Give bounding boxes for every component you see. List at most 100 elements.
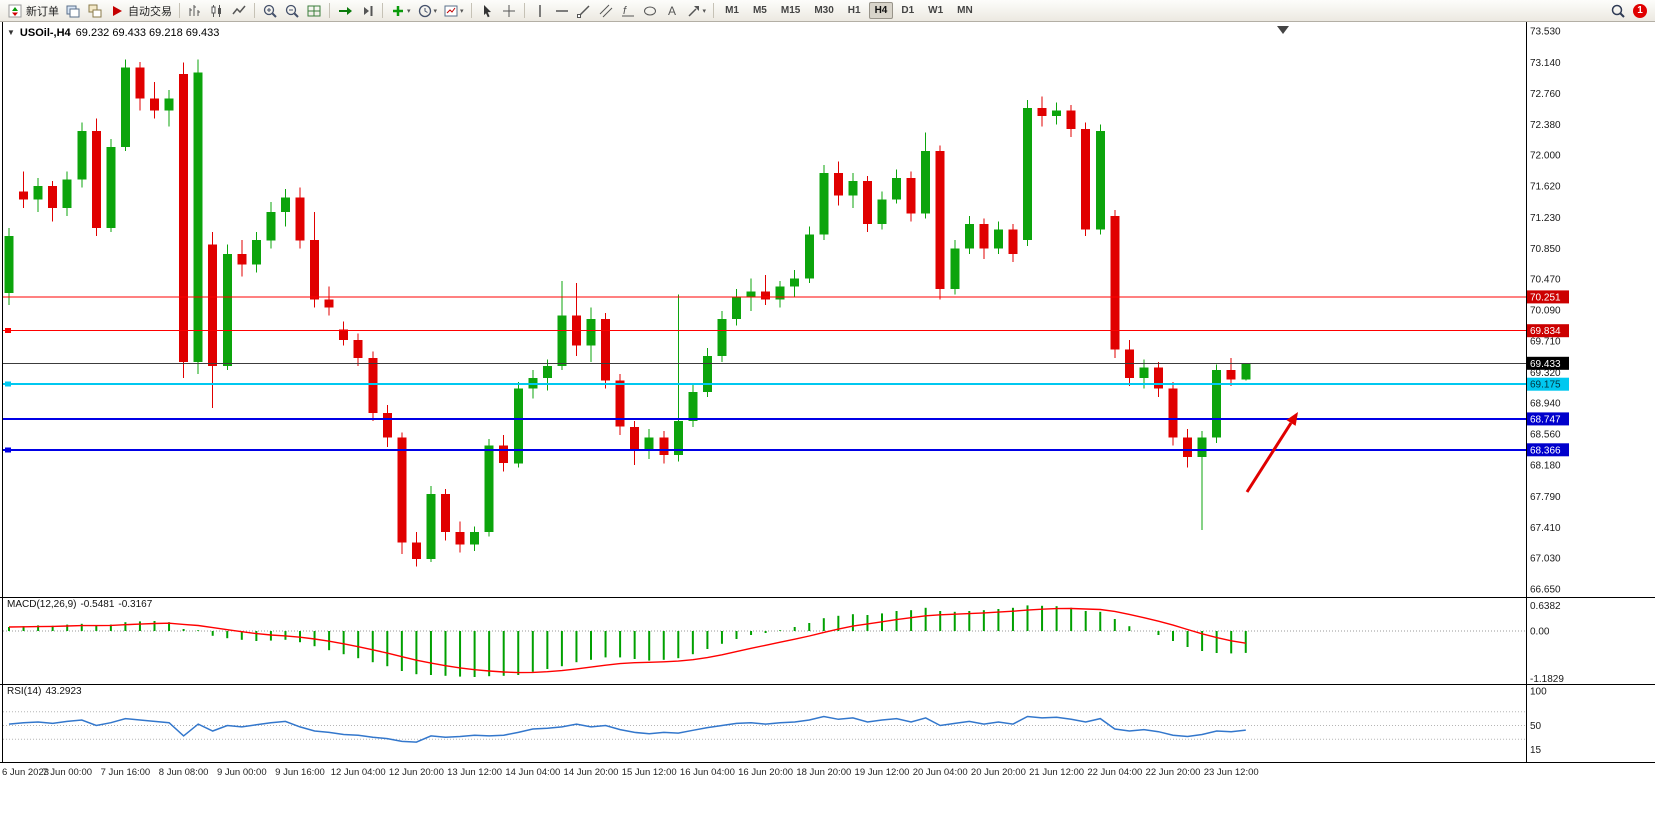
- arrow-annotation[interactable]: [1245, 412, 1298, 493]
- hline-icon: [554, 3, 570, 19]
- timeframe-button-h4[interactable]: H4: [868, 2, 894, 19]
- zoomout-glyph: [285, 4, 299, 18]
- dropdown-caret: ▾: [460, 7, 464, 15]
- line-chart-icon[interactable]: [229, 2, 249, 20]
- timeframe-button-m15[interactable]: M15: [780, 5, 801, 16]
- cascade-icon: [87, 3, 103, 19]
- toolbar-separator: [523, 3, 525, 18]
- svg-text:A: A: [668, 4, 676, 18]
- price-tag-label: 69.433: [1530, 359, 1561, 370]
- zoom-in-icon[interactable]: [260, 2, 280, 20]
- time-axis-label: 13 Jun 12:00: [447, 767, 502, 778]
- charts-window-icon[interactable]: [63, 2, 83, 20]
- text-icon: A: [664, 3, 680, 19]
- search-icon: [1610, 3, 1626, 19]
- price-axis-label: 68.560: [1530, 430, 1561, 441]
- chart-shift-marker[interactable]: [1277, 26, 1289, 34]
- vertical-line-icon[interactable]: [530, 2, 550, 20]
- price-tag-label: 68.747: [1530, 414, 1561, 425]
- bar-chart-icon[interactable]: [185, 2, 205, 20]
- price-tag-box: [1527, 324, 1569, 338]
- price-axis: 73.530 73.140 72.760 72.380 72.000 71.620 71.2…: [1530, 27, 1561, 596]
- arrow-icon: [686, 3, 702, 19]
- rsi-line: [8, 715, 1246, 743]
- price-axis-label: 70.090: [1530, 306, 1561, 317]
- search-icon[interactable]: [1608, 2, 1628, 20]
- time-axis-label: 20 Jun 04:00: [913, 767, 968, 778]
- timeframe-button-d1[interactable]: D1: [901, 5, 915, 16]
- auto-trading-button-label: 自动交易: [128, 5, 172, 18]
- price-tag-box: [1527, 412, 1569, 426]
- fibo-icon: f: [620, 3, 636, 19]
- plus-glyph: [393, 5, 403, 16]
- horizontal-line-icon[interactable]: [552, 2, 572, 20]
- time-axis-label: 18 Jun 20:00: [796, 767, 851, 778]
- search-glyph: [1611, 4, 1625, 18]
- cross-icon: [501, 3, 517, 19]
- arrows-dropdown[interactable]: ▾: [684, 2, 709, 20]
- timeframe-button-w1[interactable]: W1: [928, 5, 944, 16]
- grid-icon[interactable]: [304, 2, 324, 20]
- time-axis-label: 7 Jun 16:00: [101, 767, 151, 778]
- play-icon: [109, 3, 125, 19]
- price-tag-box: [1527, 356, 1569, 370]
- new-order-button[interactable]: 新订单: [5, 2, 61, 20]
- periods-dropdown[interactable]: ▾: [415, 2, 440, 20]
- clock-glyph: [418, 4, 431, 17]
- time-axis-label: 21 Jun 12:00: [1029, 767, 1084, 778]
- timeframe-button-m30[interactable]: M30: [814, 5, 834, 16]
- profiles-icon[interactable]: [85, 2, 105, 20]
- auto-scroll-icon[interactable]: [335, 2, 355, 20]
- price-axis-label: 73.530: [1530, 27, 1561, 38]
- channel-icon[interactable]: [596, 2, 616, 20]
- chart-ohlc-label: 69.232 69.433 69.218 69.433: [75, 27, 220, 39]
- cursor-icon: [479, 3, 495, 19]
- timeframe-button-m5[interactable]: M5: [752, 5, 767, 16]
- indicators-dropdown[interactable]: ▾: [388, 2, 413, 20]
- one-click-trading-expander[interactable]: ▼: [7, 28, 15, 37]
- timeframe-button-h1[interactable]: H1: [847, 5, 861, 16]
- macd-indicator-label: MACD(12,26,9) -0.5481 -0.3167: [7, 599, 156, 610]
- chart-shift-icon[interactable]: [357, 2, 377, 20]
- toolbar-separator: [713, 3, 715, 18]
- toolbar-separator: [382, 3, 383, 18]
- shapes-glyph: [643, 6, 656, 15]
- trendline-icon[interactable]: [574, 2, 594, 20]
- trend-glyph: [576, 4, 590, 18]
- shift-glyph: [364, 5, 373, 16]
- grid-icon: [306, 3, 322, 19]
- time-axis-label: 16 Jun 04:00: [680, 767, 735, 778]
- crosshair-icon[interactable]: [499, 2, 519, 20]
- timeframe-button-mn[interactable]: MN: [957, 5, 973, 16]
- price-axis-label: 69.710: [1530, 336, 1561, 347]
- macd-value: -0.5481: [80, 599, 115, 610]
- play-glyph: [113, 5, 122, 16]
- price-axis-label: 73.140: [1530, 58, 1561, 69]
- price-tags: 70.251 69.834 69.433 69.175 68.747 68.366: [1527, 290, 1569, 457]
- time-axis-label: 8 Jun 08:00: [159, 767, 209, 778]
- templates-dropdown[interactable]: ▾: [441, 2, 466, 20]
- time-axis-label: 22 Jun 20:00: [1146, 767, 1201, 778]
- dropdown-caret: ▾: [433, 7, 438, 15]
- cross-glyph: [502, 4, 515, 17]
- auto-trading-button[interactable]: 自动交易: [107, 2, 174, 20]
- cursor-icon[interactable]: [477, 2, 497, 20]
- text-tool-icon[interactable]: A: [662, 2, 682, 20]
- notification-badge[interactable]: 1: [1633, 3, 1647, 18]
- dropdown-caret: ▾: [702, 7, 707, 15]
- candlestick-chart-icon[interactable]: [207, 2, 227, 20]
- rsi-indicator-label: RSI(14) 43.2923: [7, 686, 86, 697]
- zoomout-icon: [284, 3, 300, 19]
- fibonacci-icon[interactable]: f: [618, 2, 638, 20]
- time-axis-label: 19 Jun 12:00: [855, 767, 910, 778]
- price-axis-label: 69.320: [1530, 368, 1561, 379]
- zoom-out-icon[interactable]: [282, 2, 302, 20]
- shapes-icon[interactable]: [640, 2, 660, 20]
- new-order-button-label: 新订单: [26, 5, 59, 18]
- time-axis-label: 12 Jun 20:00: [389, 767, 444, 778]
- timeframe-button-m1[interactable]: M1: [725, 5, 739, 16]
- price-axis-label: 72.380: [1530, 120, 1561, 131]
- macd-axis-label: -1.1829: [1530, 674, 1564, 685]
